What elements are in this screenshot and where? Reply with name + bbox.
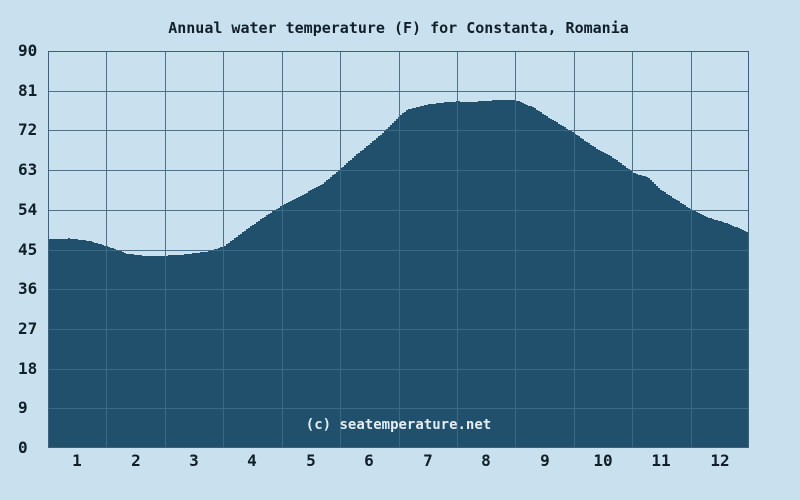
- x-tick-label: 8: [481, 451, 491, 470]
- x-tick-label: 9: [540, 451, 550, 470]
- x-tick-label: 12: [710, 451, 730, 470]
- x-tick-label: 10: [593, 451, 613, 470]
- temperature-area-series: [48, 100, 749, 448]
- y-tick-label: 27: [18, 319, 38, 338]
- x-tick-label: 7: [423, 451, 433, 470]
- y-tick-label: 72: [18, 120, 38, 139]
- chart-title: Annual water temperature (F) for Constan…: [168, 19, 629, 37]
- y-tick-label: 18: [18, 359, 38, 378]
- plot-border: [48, 51, 749, 448]
- x-tick-label: 11: [651, 451, 671, 470]
- y-tick-label: 9: [18, 398, 28, 417]
- x-tick-label: 6: [364, 451, 374, 470]
- y-tick-label: 90: [18, 41, 38, 60]
- y-tick-label: 63: [18, 160, 38, 179]
- x-tick-label: 2: [131, 451, 141, 470]
- y-tick-label: 36: [18, 279, 38, 298]
- x-tick-label: 4: [247, 451, 257, 470]
- y-tick-label: 81: [18, 81, 38, 100]
- y-tick-label: 54: [18, 200, 38, 219]
- y-tick-label: 45: [18, 240, 38, 259]
- watermark-text: (c) seatemperature.net: [305, 417, 492, 433]
- x-tick-label: 1: [72, 451, 82, 470]
- x-tick-label: 3: [189, 451, 199, 470]
- y-tick-label: 0: [18, 438, 28, 457]
- x-tick-label: 5: [306, 451, 316, 470]
